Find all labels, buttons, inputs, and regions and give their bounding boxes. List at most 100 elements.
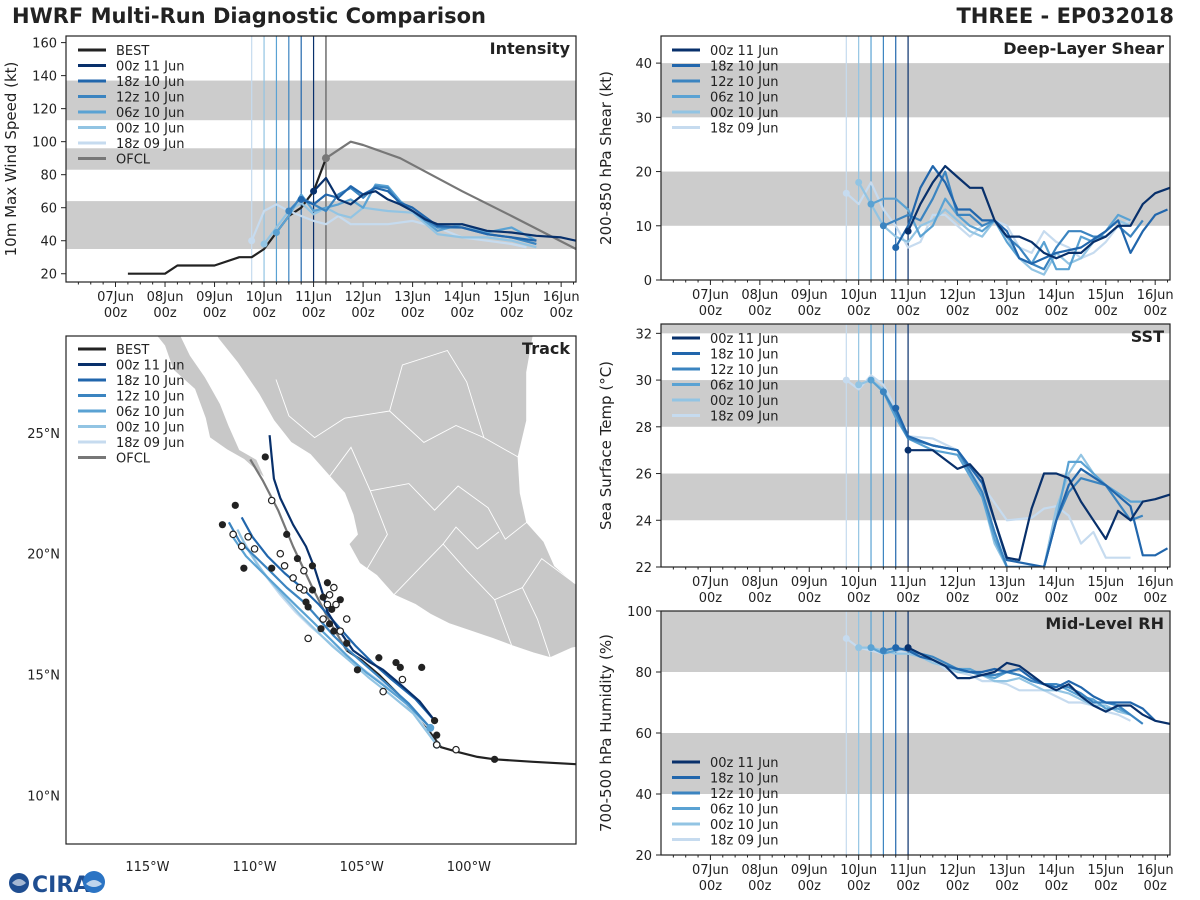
x-tick-sublabel: 00z [748, 591, 772, 606]
series-start-marker [892, 404, 900, 412]
track-open-marker [336, 627, 345, 635]
x-tick-label: 14Jun [1038, 575, 1075, 590]
track-position-marker [268, 564, 276, 572]
state-border [275, 379, 345, 439]
legend-label: 06z 10 Jun [710, 91, 779, 106]
series-start-marker [904, 227, 912, 235]
series-start-marker [310, 187, 318, 195]
legend-label: 00z 10 Jun [116, 421, 185, 436]
track-line [346, 649, 576, 766]
panel-title: Track [522, 339, 570, 358]
x-tick-sublabel: 00z [104, 306, 128, 321]
x-tick-label: 08Jun [741, 575, 778, 590]
track-position-marker [302, 598, 310, 606]
series-start-marker [892, 644, 900, 652]
series-line [883, 646, 1144, 725]
track-position-marker [293, 554, 302, 563]
y-tick-label: 22 [635, 561, 652, 576]
x-tick-label: 09Jun [196, 290, 233, 305]
x-tick-sublabel: 00z [699, 591, 723, 606]
x-tick-label: 09Jun [791, 575, 828, 590]
y-tick-label: 100 [627, 605, 652, 620]
y-tick-label: 80 [40, 169, 57, 184]
x-tick-label: 08Jun [741, 863, 778, 878]
series-line [312, 176, 576, 242]
y-tick-label: 160 [32, 37, 57, 52]
track-open-marker [330, 583, 338, 592]
y-tick-label: 80 [635, 666, 652, 681]
track-position-marker [240, 564, 248, 572]
x-tick-sublabel: 00z [896, 591, 920, 606]
series-line [325, 140, 576, 250]
legend-label: 18z 10 Jun [710, 60, 779, 75]
legend-label: 18z 10 Jun [710, 772, 779, 787]
legend-label: BEST [116, 343, 149, 358]
x-tick-sublabel: 00z [847, 879, 871, 894]
series-start-marker [867, 376, 875, 384]
series-start-marker [867, 200, 875, 208]
state-border [389, 349, 485, 438]
legend-label: 12z 10 Jun [116, 390, 185, 405]
y-tick-label: 60 [635, 727, 652, 742]
legend-label: OFCL [116, 153, 151, 168]
track-open-marker [295, 583, 304, 592]
x-tick-sublabel: 00z [847, 591, 871, 606]
y-tick-label: 10 [635, 220, 652, 235]
y-tick-label: 20 [40, 268, 57, 283]
track-position-marker [308, 586, 317, 594]
legend-label: 06z 10 Jun [116, 405, 185, 420]
ofcl-start-marker [321, 154, 330, 163]
track-position-marker [433, 731, 441, 739]
map-area [156, 336, 576, 766]
legend-label: 00z 10 Jun [710, 106, 779, 121]
x-tick-sublabel: 00z [450, 306, 474, 321]
y-tick-label: 20 [635, 849, 652, 864]
x-tick-sublabel: 00z [203, 306, 227, 321]
track-position-marker [283, 530, 291, 538]
x-tick-label: 12Jun [939, 863, 976, 878]
lon-tick-label: 110°W [232, 860, 276, 875]
x-tick-sublabel: 00z [847, 304, 871, 319]
y-axis-label: 10m Max Wind Speed (kt) [2, 62, 20, 257]
lon-tick-label: 105°W [340, 860, 384, 875]
x-tick-sublabel: 00z [995, 591, 1019, 606]
track-open-marker [319, 615, 327, 623]
track-position-marker [336, 596, 344, 604]
series-line [845, 374, 1131, 559]
x-tick-sublabel: 00z [748, 879, 772, 894]
lon-tick-label: 100°W [447, 860, 491, 875]
track-position-marker [353, 666, 362, 674]
series-line [858, 646, 1131, 716]
x-tick-label: 10Jun [840, 288, 877, 303]
track-position-marker [343, 639, 351, 647]
x-tick-label: 11Jun [890, 288, 927, 303]
track-position-marker [375, 654, 383, 662]
track-line [236, 529, 438, 746]
series-line [907, 646, 1170, 725]
y-tick-label: 120 [32, 103, 57, 118]
x-tick-label: 16Jun [1137, 575, 1174, 590]
series-start-marker [904, 446, 912, 454]
track-open-marker [250, 545, 259, 553]
y-tick-label: 30 [635, 111, 652, 126]
shaded-band [661, 380, 1170, 427]
x-tick-label: 10Jun [246, 290, 283, 305]
x-tick-sublabel: 00z [1143, 591, 1167, 606]
track-open-marker [398, 675, 407, 684]
x-tick-label: 08Jun [741, 288, 778, 303]
y-tick-label: 0 [644, 274, 652, 289]
track-position-marker [418, 663, 426, 672]
x-tick-label: 15Jun [1087, 863, 1124, 878]
track-open-marker [432, 741, 441, 749]
shaded-band [661, 733, 1170, 794]
x-tick-sublabel: 00z [798, 879, 822, 894]
land-mexico [156, 336, 576, 659]
legend-label: 18z 10 Jun [116, 75, 185, 90]
y-tick-label: 100 [32, 136, 57, 151]
series-start-marker [855, 178, 863, 186]
legend-label: 06z 10 Jun [710, 379, 779, 394]
x-tick-label: 13Jun [394, 290, 431, 305]
cira-logo: CIRA [9, 871, 105, 898]
state-border [344, 410, 519, 458]
track-start-marker [426, 723, 435, 732]
